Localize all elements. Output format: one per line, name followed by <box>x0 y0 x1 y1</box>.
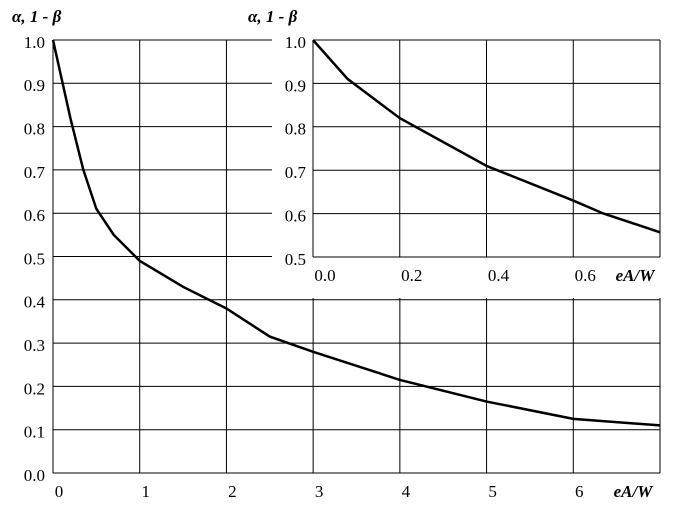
x-tick-label: 6 <box>575 482 584 501</box>
y-tick-label: 0.8 <box>285 120 306 139</box>
x-tick-label: 4 <box>402 482 411 501</box>
x-tick-label: 2 <box>228 482 237 501</box>
y-tick-label: 0.4 <box>24 293 46 312</box>
y-tick-label: 0.6 <box>24 206 45 225</box>
x-tick-label: 0.2 <box>401 266 422 285</box>
x-tick-label: 0.0 <box>314 266 335 285</box>
curve <box>312 39 661 234</box>
y-tick-label: 1.0 <box>285 33 306 52</box>
y-tick-label: 0.5 <box>24 249 45 268</box>
curve <box>51 39 661 427</box>
y-tick-label: 0.3 <box>24 336 45 355</box>
y-tick-label: 0.0 <box>24 466 45 485</box>
x-tick-label: 5 <box>488 482 497 501</box>
x-tick-label: 0 <box>55 482 64 501</box>
y-tick-label: 0.9 <box>285 76 306 95</box>
x-tick-label: 0.4 <box>488 266 510 285</box>
y-tick-label: 1.0 <box>24 33 45 52</box>
y-tick-label: 0.7 <box>24 163 46 182</box>
y-axis-title: α, 1 - β <box>248 7 298 26</box>
inset-background <box>272 0 673 298</box>
y-tick-label: 0.6 <box>285 207 306 226</box>
y-tick-label: 0.2 <box>24 379 45 398</box>
y-tick-label: 0.7 <box>285 163 307 182</box>
x-tick-label: 1 <box>141 482 150 501</box>
x-tick-label: 3 <box>315 482 324 501</box>
x-axis-title: eA/W <box>614 482 655 501</box>
y-axis-title: α, 1 - β <box>12 7 62 26</box>
y-tick-label: 0.8 <box>24 120 45 139</box>
y-tick-label: 0.5 <box>285 250 306 269</box>
x-axis-title: eA/W <box>616 266 657 285</box>
y-tick-label: 0.9 <box>24 76 45 95</box>
y-tick-label: 0.1 <box>24 423 45 442</box>
x-tick-label: 0.6 <box>575 266 596 285</box>
